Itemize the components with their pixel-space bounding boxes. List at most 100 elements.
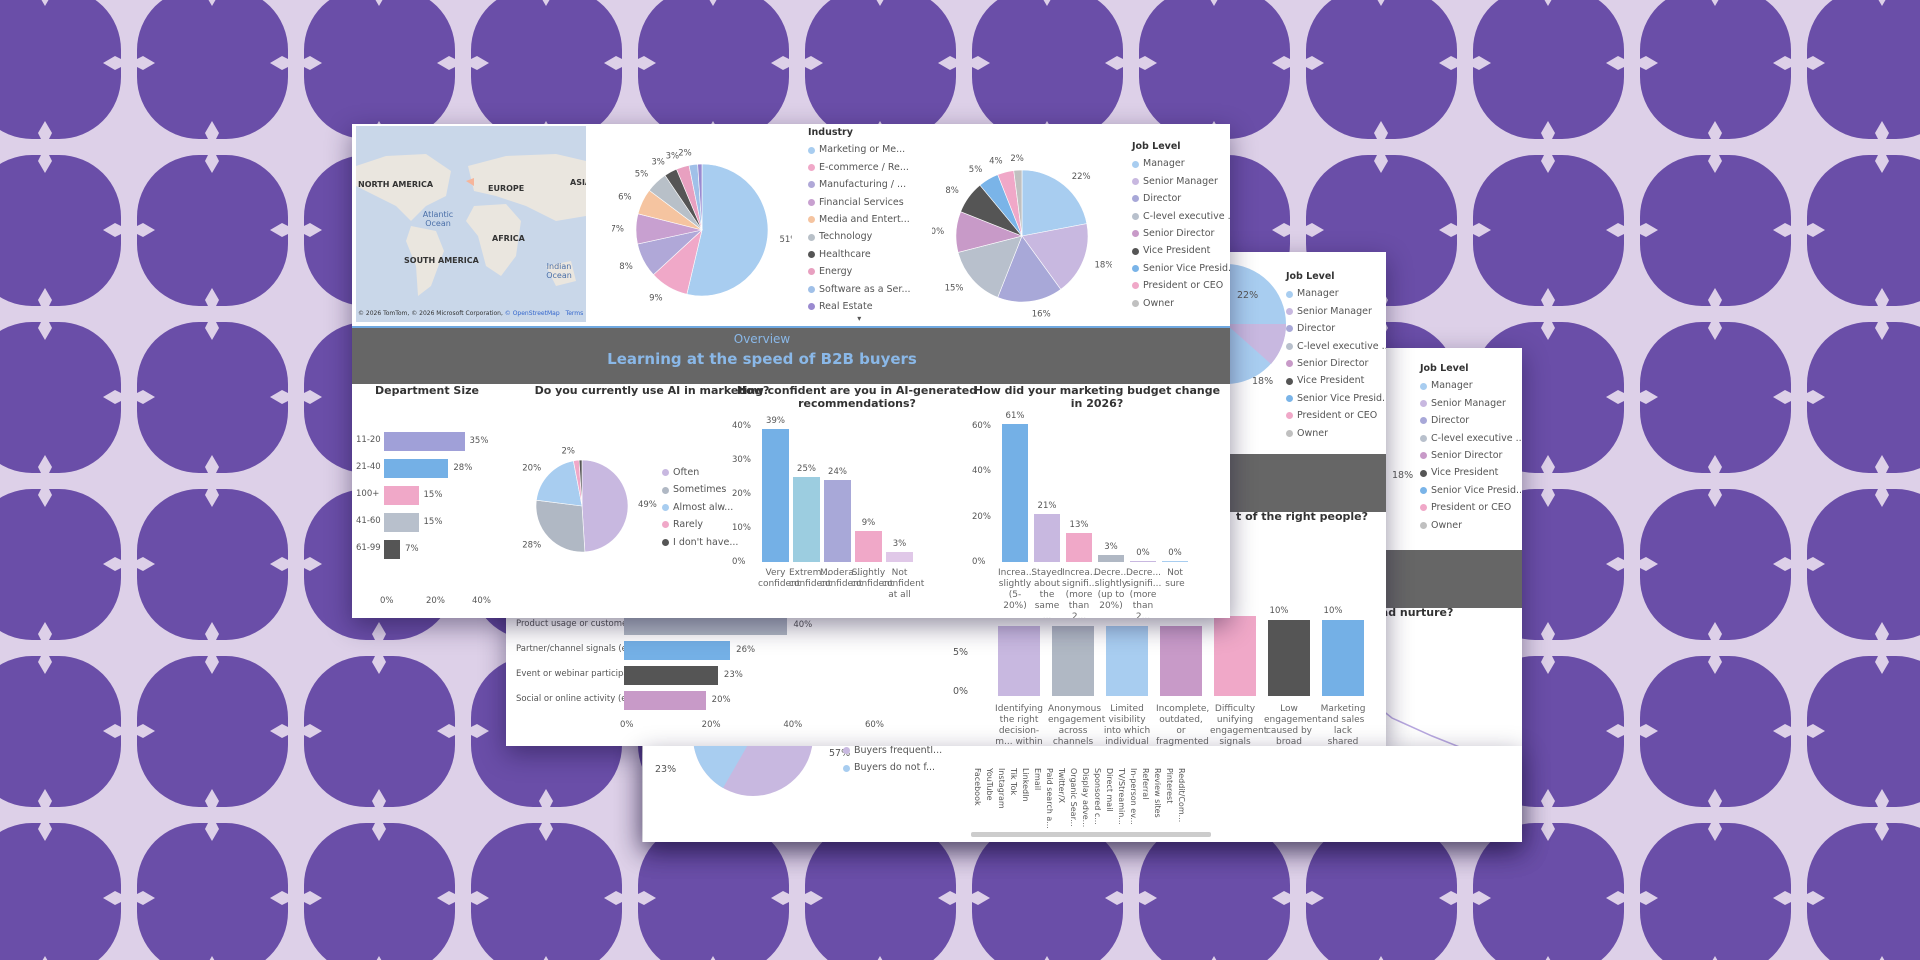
legend-item[interactable]: Sometimes bbox=[662, 481, 738, 498]
legend-item[interactable]: Senior Manager bbox=[1420, 395, 1522, 412]
legend-item[interactable]: Almost alw... bbox=[662, 499, 738, 516]
legend-item[interactable]: E-commerce / Re... bbox=[808, 159, 911, 176]
bar[interactable] bbox=[824, 480, 851, 562]
pie-slice[interactable] bbox=[997, 235, 1062, 303]
bar[interactable] bbox=[624, 666, 718, 685]
legend-item[interactable]: Owner bbox=[1286, 425, 1386, 442]
department-size-chart[interactable]: 11-20 35% 21-40 28% 100+ 15% 41-60 15% 61-99 7% 0%… bbox=[352, 420, 492, 610]
legend-item[interactable]: Often bbox=[662, 464, 738, 481]
legend-item[interactable]: Software as a Ser... bbox=[808, 281, 911, 298]
caret-down-icon[interactable]: ▾ bbox=[857, 314, 862, 324]
legend-item[interactable]: Vice President bbox=[1286, 372, 1386, 389]
legend-item[interactable]: Manager bbox=[1132, 155, 1230, 172]
bar[interactable] bbox=[855, 531, 882, 562]
bar[interactable] bbox=[1160, 626, 1202, 696]
legend-label: President or CEO bbox=[1143, 280, 1224, 292]
bar[interactable] bbox=[1098, 555, 1124, 562]
legend-item[interactable]: Senior Vice Presid... bbox=[1286, 390, 1386, 407]
legend-item[interactable]: C-level executive ... bbox=[1132, 208, 1230, 225]
bar[interactable] bbox=[762, 429, 789, 562]
bar[interactable] bbox=[624, 691, 706, 710]
legend-item[interactable]: Financial Services bbox=[808, 194, 911, 211]
axis-tick: YouTube bbox=[985, 768, 994, 801]
bar[interactable] bbox=[624, 616, 788, 635]
pie-slice[interactable] bbox=[697, 163, 703, 231]
scrollbar[interactable] bbox=[971, 832, 1211, 837]
legend-item[interactable]: Healthcare bbox=[808, 246, 911, 263]
pie-slice[interactable] bbox=[1013, 169, 1023, 237]
bar[interactable] bbox=[1130, 561, 1156, 562]
job-level-pie-chart[interactable]: 22% 18% 16% 15% 10% 8% 5% 4% 2% bbox=[932, 140, 1112, 320]
bar[interactable] bbox=[384, 540, 401, 559]
legend-item[interactable]: Manufacturing / ... bbox=[808, 176, 911, 193]
legend-item[interactable]: Manager bbox=[1420, 377, 1522, 394]
pie-slice[interactable] bbox=[581, 459, 629, 553]
ai-use-pie-chart[interactable]: 49% 28% 20% 2% bbox=[522, 444, 682, 574]
legend-item[interactable]: Senior Manager bbox=[1286, 303, 1386, 320]
pie-slice[interactable] bbox=[957, 235, 1023, 298]
legend-item[interactable]: Senior Director bbox=[1286, 355, 1386, 372]
legend-item[interactable]: Owner bbox=[1420, 517, 1522, 534]
bar[interactable] bbox=[1322, 620, 1364, 696]
legend-item[interactable]: Director bbox=[1420, 412, 1522, 429]
bar[interactable] bbox=[1066, 532, 1092, 562]
map-label: NORTH AMERICA bbox=[358, 180, 434, 189]
pie-slice[interactable] bbox=[1021, 169, 1088, 237]
legend-item[interactable]: Manager bbox=[1286, 285, 1386, 302]
bar[interactable] bbox=[384, 432, 465, 451]
bar[interactable] bbox=[886, 551, 913, 562]
legend-item[interactable]: Senior Vice Presid... bbox=[1420, 482, 1522, 499]
legend-item[interactable]: Senior Vice Presid... bbox=[1132, 260, 1230, 277]
pie-slice[interactable] bbox=[536, 460, 583, 507]
legend-item[interactable]: President or CEO bbox=[1420, 499, 1522, 516]
pie-slice[interactable] bbox=[578, 459, 583, 507]
industry-pie-chart[interactable]: 51%9%8%7%6%5%3%3%2% bbox=[612, 134, 792, 314]
page-title: Learning at the speed of B2B buyers bbox=[607, 350, 917, 368]
legend-item[interactable]: Director bbox=[1286, 320, 1386, 337]
bar[interactable] bbox=[1034, 514, 1060, 562]
bar[interactable] bbox=[1162, 561, 1188, 562]
bar[interactable] bbox=[793, 477, 820, 562]
legend-item[interactable]: Director bbox=[1132, 190, 1230, 207]
legend-item[interactable]: C-level executive ... bbox=[1420, 430, 1522, 447]
budget-bar-chart[interactable]: 60% 40% 20% 0% 61% Increa... slightly (5-20%)… bbox=[972, 411, 1222, 618]
axis-tick: Organic Sear... bbox=[1069, 768, 1078, 827]
pie-slice[interactable] bbox=[1021, 223, 1089, 290]
legend-item[interactable]: Media and Entert... bbox=[808, 211, 911, 228]
legend-label: Senior Director bbox=[1431, 450, 1503, 462]
legend-item[interactable]: Rarely bbox=[662, 516, 738, 533]
category-label: Very confident bbox=[758, 568, 801, 589]
pie-slice[interactable] bbox=[535, 499, 586, 553]
legend-item[interactable]: Technology bbox=[808, 228, 911, 245]
bar[interactable] bbox=[384, 486, 419, 505]
legend-item[interactable]: I don't have... bbox=[662, 534, 738, 551]
terms-link[interactable]: Terms bbox=[565, 310, 584, 317]
bar[interactable] bbox=[1052, 626, 1094, 696]
legend-item[interactable]: Energy bbox=[808, 263, 911, 280]
bar[interactable] bbox=[998, 626, 1040, 696]
osm-link[interactable]: © OpenStreetMap bbox=[504, 310, 560, 317]
pie-slice[interactable] bbox=[686, 163, 769, 297]
legend-item[interactable]: Senior Director bbox=[1132, 225, 1230, 242]
axis-tick: Email bbox=[1033, 768, 1042, 791]
bar[interactable] bbox=[1268, 620, 1310, 696]
bar[interactable] bbox=[1214, 616, 1256, 696]
legend-item[interactable]: President or CEO bbox=[1286, 407, 1386, 424]
legend-item[interactable]: Senior Director bbox=[1420, 447, 1522, 464]
bar[interactable] bbox=[624, 641, 731, 660]
confidence-bar-chart[interactable]: 40% 30% 20% 10% 0% 39% Very confident 25% Extrem… bbox=[732, 416, 972, 614]
legend-item[interactable]: Vice President bbox=[1132, 242, 1230, 259]
legend-item[interactable]: Owner bbox=[1132, 295, 1230, 312]
bar[interactable] bbox=[384, 459, 449, 478]
legend-item[interactable]: Marketing or Me... bbox=[808, 141, 911, 158]
legend-item[interactable]: C-level executive ... bbox=[1286, 338, 1386, 355]
legend-item[interactable]: Real Estate bbox=[808, 298, 911, 315]
legend-item[interactable]: Senior Manager bbox=[1132, 173, 1230, 190]
bar[interactable] bbox=[1002, 423, 1028, 562]
bar[interactable] bbox=[1106, 626, 1148, 696]
legend-item[interactable]: Vice President bbox=[1420, 464, 1522, 481]
legend-swatch bbox=[1420, 504, 1427, 512]
legend-item[interactable]: President or CEO bbox=[1132, 277, 1230, 294]
bar[interactable] bbox=[384, 513, 419, 532]
